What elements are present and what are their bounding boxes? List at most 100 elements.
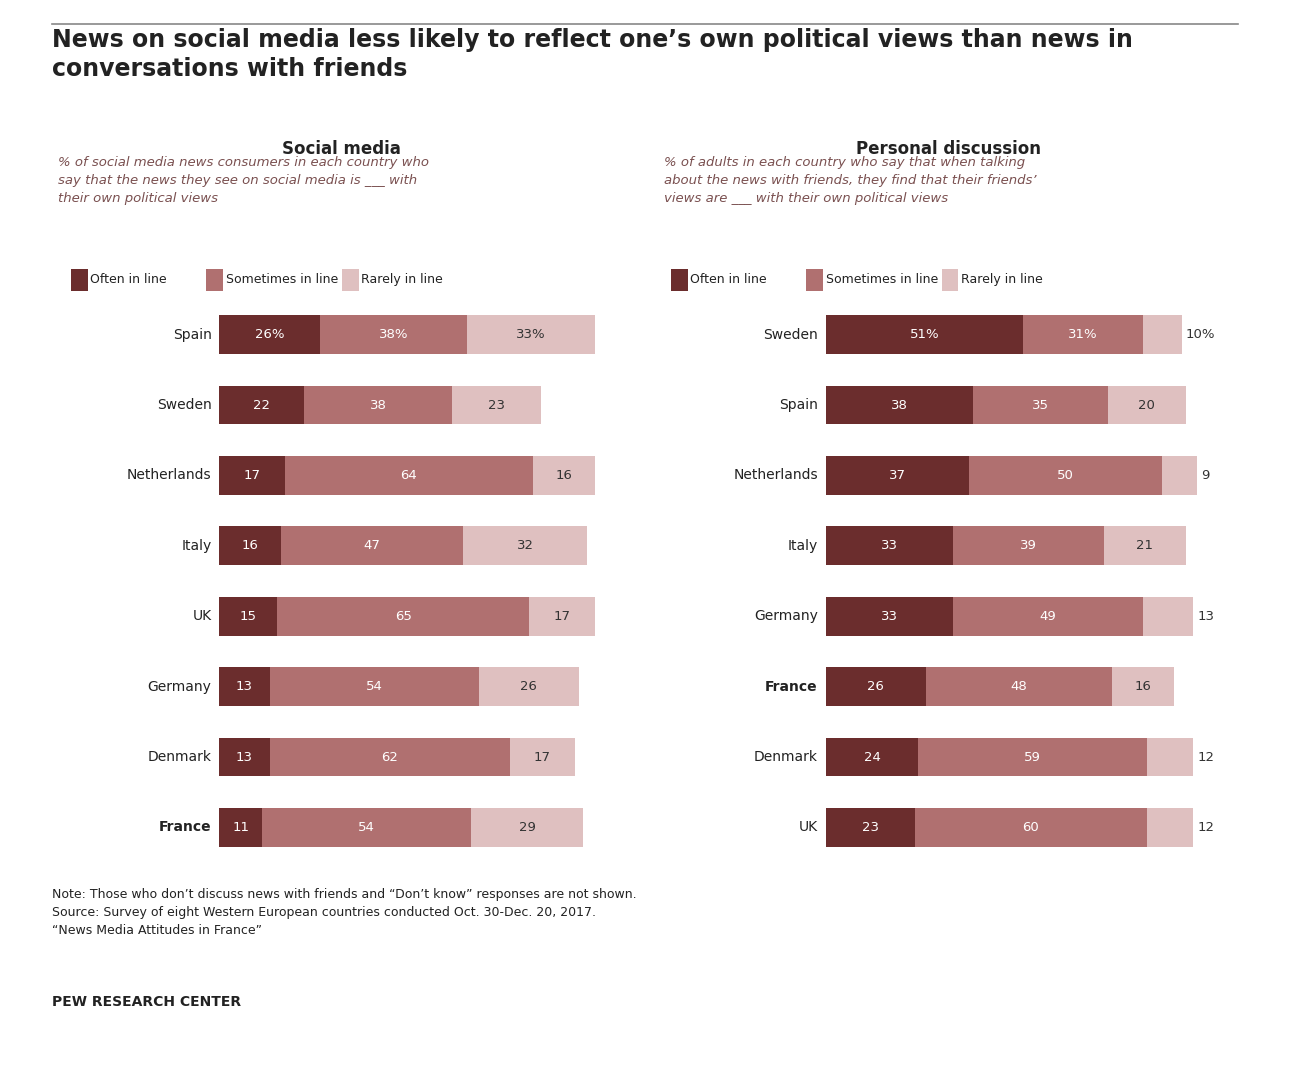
Text: 64: 64 — [401, 469, 417, 482]
Bar — [1147, 738, 1193, 777]
Bar — [277, 597, 529, 636]
Bar — [969, 456, 1162, 495]
Bar — [510, 738, 575, 777]
Text: Italy: Italy — [788, 539, 818, 553]
Bar — [953, 597, 1143, 636]
Bar — [533, 456, 595, 495]
Text: 51%: 51% — [909, 328, 939, 341]
Bar — [463, 526, 587, 565]
Text: 17: 17 — [534, 751, 551, 764]
Text: 37: 37 — [889, 469, 906, 482]
Text: Note: Those who don’t discuss news with friends and “Don’t know” responses are n: Note: Those who don’t discuss news with … — [52, 888, 636, 937]
Bar — [926, 667, 1112, 706]
Text: Netherlands: Netherlands — [733, 468, 818, 482]
Text: 13: 13 — [236, 680, 253, 693]
Bar — [1143, 597, 1193, 636]
Text: Rarely in line: Rarely in line — [961, 273, 1042, 286]
Text: 11: 11 — [232, 821, 249, 834]
Text: % of adults in each country who say that when talking
about the news with friend: % of adults in each country who say that… — [664, 156, 1037, 206]
Text: 60: 60 — [1023, 821, 1038, 834]
Text: 17: 17 — [553, 610, 570, 623]
Bar — [467, 315, 595, 354]
Text: 23: 23 — [862, 821, 878, 834]
Text: 50: 50 — [1057, 469, 1075, 482]
Text: 31%: 31% — [1068, 328, 1098, 341]
Text: 49: 49 — [1040, 610, 1057, 623]
Text: Denmark: Denmark — [753, 750, 818, 764]
Text: France: France — [765, 680, 818, 694]
Text: 32: 32 — [516, 539, 534, 552]
Text: Germany: Germany — [753, 609, 818, 623]
Bar — [826, 315, 1023, 354]
Bar — [270, 738, 510, 777]
Text: 10%: 10% — [1186, 328, 1215, 341]
Bar — [262, 808, 471, 847]
Text: 17: 17 — [244, 469, 261, 482]
Text: Often in line: Often in line — [690, 273, 766, 286]
Bar — [826, 808, 915, 847]
Text: 26%: 26% — [255, 328, 284, 341]
Bar — [826, 597, 953, 636]
Bar — [219, 808, 262, 847]
Text: 54: 54 — [365, 680, 383, 693]
Bar — [285, 456, 533, 495]
Text: Spain: Spain — [173, 327, 212, 341]
Text: UK: UK — [799, 821, 818, 835]
Text: 38%: 38% — [379, 328, 408, 341]
Bar — [320, 315, 467, 354]
Text: 26: 26 — [867, 680, 885, 693]
Text: France: France — [159, 821, 212, 835]
Text: 33%: 33% — [516, 328, 546, 341]
Bar — [1104, 526, 1186, 565]
Text: 47: 47 — [364, 539, 381, 552]
Text: 22: 22 — [253, 398, 271, 411]
Bar — [219, 597, 277, 636]
Text: UK: UK — [192, 609, 212, 623]
Text: Personal discussion: Personal discussion — [855, 140, 1041, 158]
Text: 20: 20 — [1138, 398, 1156, 411]
Bar — [281, 526, 463, 565]
Bar — [219, 526, 281, 565]
Text: Sweden: Sweden — [764, 327, 818, 341]
Bar — [471, 808, 583, 847]
Bar — [270, 667, 479, 706]
Text: Sweden: Sweden — [157, 398, 212, 412]
Text: 59: 59 — [1024, 751, 1041, 764]
Text: 26: 26 — [520, 680, 538, 693]
Bar — [1143, 315, 1182, 354]
Bar — [826, 526, 953, 565]
Text: 35: 35 — [1032, 398, 1049, 411]
Bar — [479, 667, 579, 706]
Text: 48: 48 — [1011, 680, 1027, 693]
Bar — [219, 456, 285, 495]
Bar — [826, 456, 969, 495]
Text: Denmark: Denmark — [147, 750, 212, 764]
Text: Social media: Social media — [283, 140, 401, 158]
Text: 33: 33 — [881, 539, 898, 552]
Text: 38: 38 — [890, 398, 908, 411]
Text: 33: 33 — [881, 610, 898, 623]
Bar — [219, 738, 270, 777]
Text: 65: 65 — [395, 610, 412, 623]
Text: Sometimes in line: Sometimes in line — [226, 273, 338, 286]
Text: PEW RESEARCH CENTER: PEW RESEARCH CENTER — [52, 995, 241, 1009]
Text: Italy: Italy — [182, 539, 212, 553]
Text: 54: 54 — [357, 821, 375, 834]
Bar — [1147, 808, 1193, 847]
Bar — [1023, 315, 1143, 354]
Text: Netherlands: Netherlands — [126, 468, 212, 482]
Bar — [973, 385, 1108, 424]
Text: 21: 21 — [1136, 539, 1153, 552]
Bar — [953, 526, 1104, 565]
Bar — [918, 738, 1147, 777]
Text: 62: 62 — [381, 751, 399, 764]
Bar — [451, 385, 541, 424]
Text: 16: 16 — [1134, 680, 1152, 693]
Text: Rarely in line: Rarely in line — [361, 273, 442, 286]
Bar — [219, 385, 304, 424]
Text: % of social media news consumers in each country who
say that the news they see : % of social media news consumers in each… — [58, 156, 430, 206]
Text: 13: 13 — [236, 751, 253, 764]
Text: 23: 23 — [488, 398, 504, 411]
Bar — [826, 385, 973, 424]
Text: Often in line: Often in line — [90, 273, 166, 286]
